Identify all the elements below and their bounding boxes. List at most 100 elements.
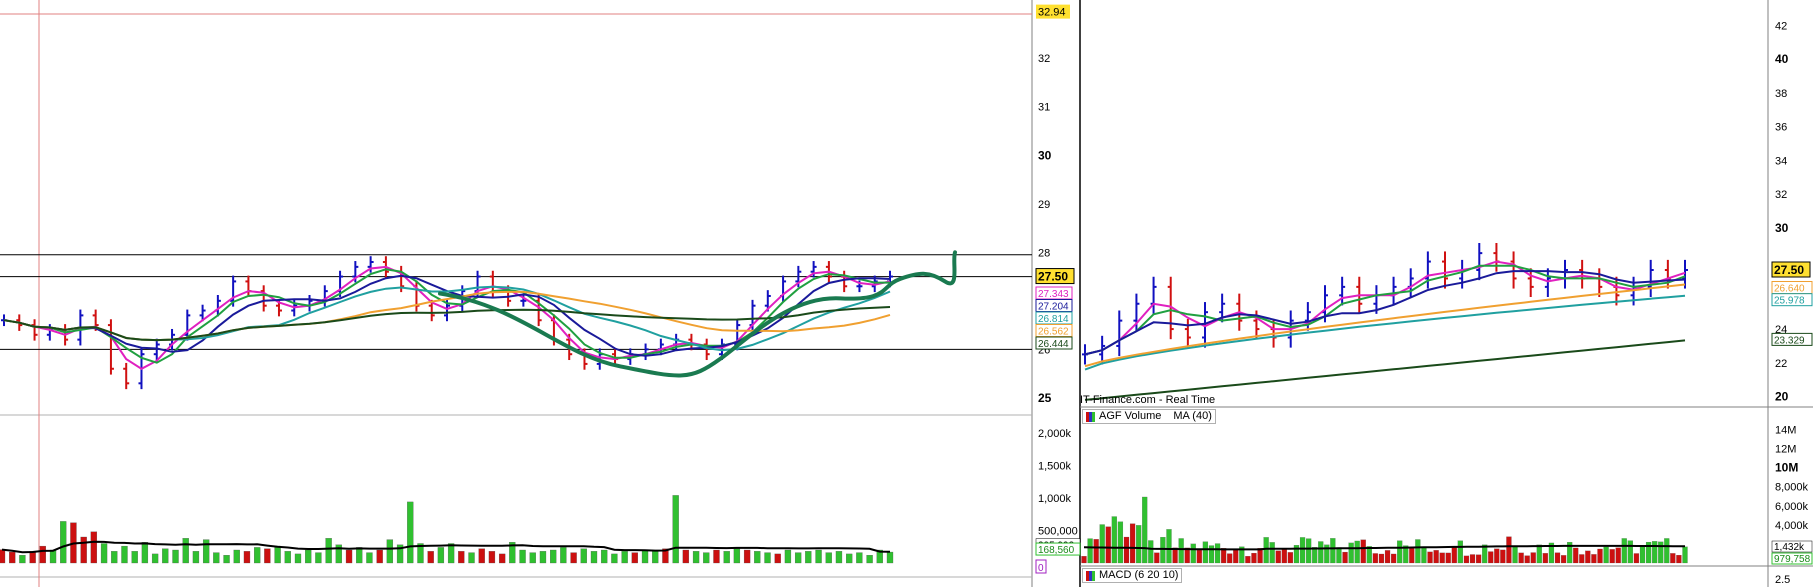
right-volume-bar bbox=[1415, 539, 1421, 564]
right-ma-magenta-line bbox=[1084, 260, 1686, 356]
right-volume-bar bbox=[1427, 551, 1433, 564]
volume-bar bbox=[9, 551, 16, 564]
volume-bar bbox=[284, 551, 291, 564]
right-volume-bar bbox=[1500, 549, 1506, 564]
right-volume-bar bbox=[1573, 547, 1579, 564]
volume-bar bbox=[60, 521, 67, 564]
right-volume-bar bbox=[1403, 545, 1409, 564]
right-volume-bar bbox=[1591, 554, 1597, 564]
volume-last-value-tag bbox=[1035, 542, 1081, 556]
right-volume-bar bbox=[1117, 521, 1124, 564]
volume-bar bbox=[325, 538, 332, 564]
right-price-tick-label: 32 bbox=[1775, 189, 1787, 201]
right-volume-bar bbox=[1603, 546, 1609, 564]
macd-legend[interactable]: MACD (6 20 10) bbox=[1082, 568, 1183, 583]
volume-bar bbox=[519, 549, 526, 564]
right-volume-bar bbox=[1190, 543, 1196, 564]
macd-legend-icon bbox=[1086, 570, 1095, 581]
price-tick-label: 30 bbox=[1038, 148, 1052, 162]
volume-bar bbox=[162, 548, 169, 564]
right-volume-tick-label: 4,000k bbox=[1775, 520, 1809, 532]
volume-bar bbox=[407, 501, 414, 564]
volume-bar bbox=[468, 552, 475, 564]
right-volume-bar bbox=[1221, 548, 1227, 564]
right-volume-bar bbox=[1123, 536, 1130, 564]
right-volume-bar bbox=[1208, 545, 1215, 564]
right-volume-bar bbox=[1506, 536, 1512, 564]
volume-bar bbox=[315, 552, 322, 564]
right-volume-bar bbox=[1682, 546, 1688, 564]
right-volume-last-tag bbox=[1771, 552, 1813, 565]
right-volume-bar bbox=[1324, 544, 1330, 564]
volume-bar bbox=[223, 555, 230, 564]
right-volume-bar bbox=[1251, 552, 1257, 564]
volume-bar bbox=[662, 548, 669, 564]
price-tick-label: 28 bbox=[1038, 247, 1050, 259]
right-volume-bar bbox=[1348, 542, 1354, 564]
right-volume-bar bbox=[1433, 550, 1439, 564]
right-volume-bar bbox=[1372, 553, 1378, 564]
macd-tick-label: 2.5 bbox=[1775, 574, 1790, 586]
right-volume-bar bbox=[1263, 537, 1269, 564]
right-volume-bar bbox=[1542, 553, 1548, 564]
right-volume-bar bbox=[1378, 553, 1385, 564]
volume-legend[interactable]: AGF Volume MA (40) bbox=[1082, 409, 1216, 424]
right-volume-bar bbox=[1336, 547, 1342, 564]
right-volume-bar bbox=[1494, 548, 1500, 564]
volume-bar bbox=[458, 551, 465, 564]
price-tick-label: 29 bbox=[1038, 199, 1050, 211]
volume-bar bbox=[846, 553, 853, 564]
volume-bar bbox=[723, 551, 730, 564]
ma-value-label: 26.444 bbox=[1038, 339, 1069, 350]
right-volume-bar bbox=[1469, 554, 1476, 564]
right-volume-bar bbox=[1281, 548, 1287, 564]
right-volume-bar bbox=[1293, 545, 1300, 564]
right-volume-tick-label: 6,000k bbox=[1775, 501, 1809, 513]
volume-bar bbox=[590, 551, 598, 564]
volume-bar bbox=[794, 552, 802, 564]
right-volume-bar bbox=[1463, 555, 1470, 564]
right-volume-bar bbox=[1093, 539, 1099, 564]
volume-bar bbox=[488, 551, 496, 564]
volume-bar bbox=[172, 549, 179, 564]
volume-bar bbox=[743, 549, 751, 564]
volume-bar bbox=[611, 553, 618, 564]
volume-bar bbox=[866, 555, 873, 564]
volume-bar bbox=[509, 542, 516, 564]
right-volume-bar bbox=[1567, 542, 1573, 564]
right-volume-bar bbox=[1172, 547, 1178, 564]
right-volume-bar bbox=[1099, 524, 1105, 564]
volume-bar bbox=[692, 551, 700, 564]
volume-bar bbox=[764, 552, 771, 564]
right-volume-bar bbox=[1475, 554, 1482, 564]
right-ma-orange-label: 26.640 bbox=[1774, 284, 1805, 295]
volume-bar bbox=[427, 551, 434, 564]
right-volume-bar bbox=[1227, 553, 1233, 564]
right-ma-teal-line bbox=[1084, 294, 1686, 371]
volume-bar bbox=[264, 548, 271, 564]
price-tick-label: 25 bbox=[1038, 391, 1052, 405]
volume-bar bbox=[213, 552, 220, 564]
volume-bar bbox=[631, 552, 638, 564]
ma-value-label: 27.204 bbox=[1038, 302, 1069, 313]
volume-bar bbox=[478, 548, 485, 564]
volume-bar bbox=[672, 495, 679, 564]
right-price-tick-label: 42 bbox=[1775, 20, 1787, 32]
volume-bar bbox=[703, 552, 710, 564]
right-volume-tick-label: 12M bbox=[1775, 444, 1796, 456]
ma-value-label: 27.343 bbox=[1038, 289, 1069, 300]
right-volume-tick-label: 14M bbox=[1775, 425, 1796, 437]
volume-bar bbox=[39, 545, 46, 564]
volume-tick-label: 500,000 bbox=[1038, 526, 1078, 538]
right-volume-bar bbox=[1457, 540, 1463, 564]
volume-bar bbox=[886, 551, 894, 564]
right-volume-bar bbox=[1184, 547, 1190, 564]
right-volume-bar bbox=[1512, 546, 1518, 564]
volume-bar bbox=[294, 553, 302, 564]
right-volume-bar bbox=[1136, 525, 1142, 564]
right-volume-bar bbox=[1445, 552, 1451, 564]
right-volume-bar bbox=[1639, 545, 1646, 564]
volume-bar bbox=[274, 545, 281, 564]
volume-bar bbox=[121, 545, 128, 564]
right-volume-bar bbox=[1560, 555, 1567, 564]
